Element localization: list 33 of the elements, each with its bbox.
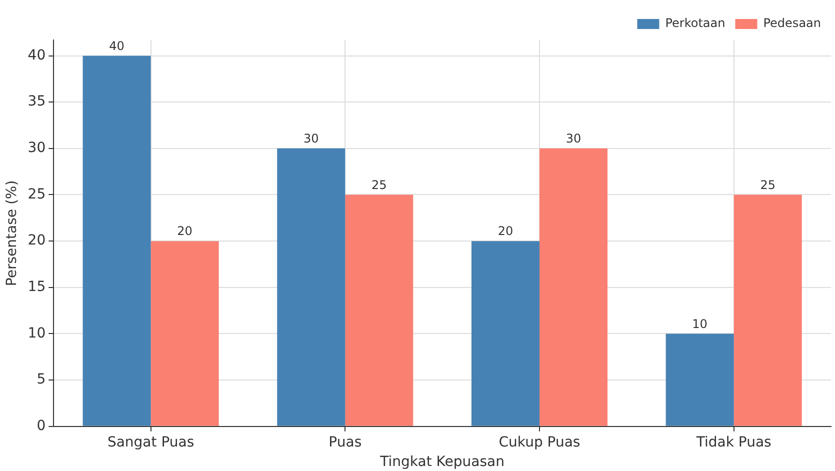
data-label: 30: [566, 132, 582, 146]
data-label: 40: [109, 38, 124, 53]
data-label: 20: [177, 224, 192, 238]
bar: [471, 241, 540, 426]
y-tick-label: 15: [28, 279, 46, 296]
x-tick-label: Cukup Puas: [498, 434, 580, 450]
y-tick-label: 0: [36, 418, 46, 434]
data-label: 30: [303, 132, 319, 146]
y-tick-label: 10: [28, 325, 46, 342]
bar: [666, 334, 734, 426]
legend-label: Perkotaan: [665, 16, 726, 30]
data-label: 20: [498, 224, 514, 238]
y-axis-title: Persentase (%): [4, 180, 20, 286]
y-tick-label: 40: [28, 47, 46, 64]
bar: [277, 148, 346, 426]
data-label: 25: [760, 178, 776, 192]
y-tick-label: 30: [28, 140, 46, 156]
x-tick-label: Puas: [328, 434, 362, 450]
bar: [345, 194, 414, 426]
y-tick-label: 35: [28, 94, 46, 110]
y-tick-label: 25: [28, 186, 46, 202]
y-tick-label: 20: [28, 232, 46, 249]
x-tick-label: Tidak Puas: [695, 434, 772, 450]
x-axis-title: Tingkat Kepuasan: [379, 454, 504, 470]
x-tick-label: Sangat Puas: [107, 434, 194, 450]
bar: [539, 148, 608, 426]
y-tick-label: 5: [36, 372, 46, 388]
bar: [150, 241, 219, 426]
bar: [82, 56, 151, 426]
legend-label: Pedesaan: [763, 16, 822, 30]
data-label: 10: [692, 316, 708, 331]
bar: [734, 194, 802, 426]
data-label: 25: [372, 178, 387, 192]
